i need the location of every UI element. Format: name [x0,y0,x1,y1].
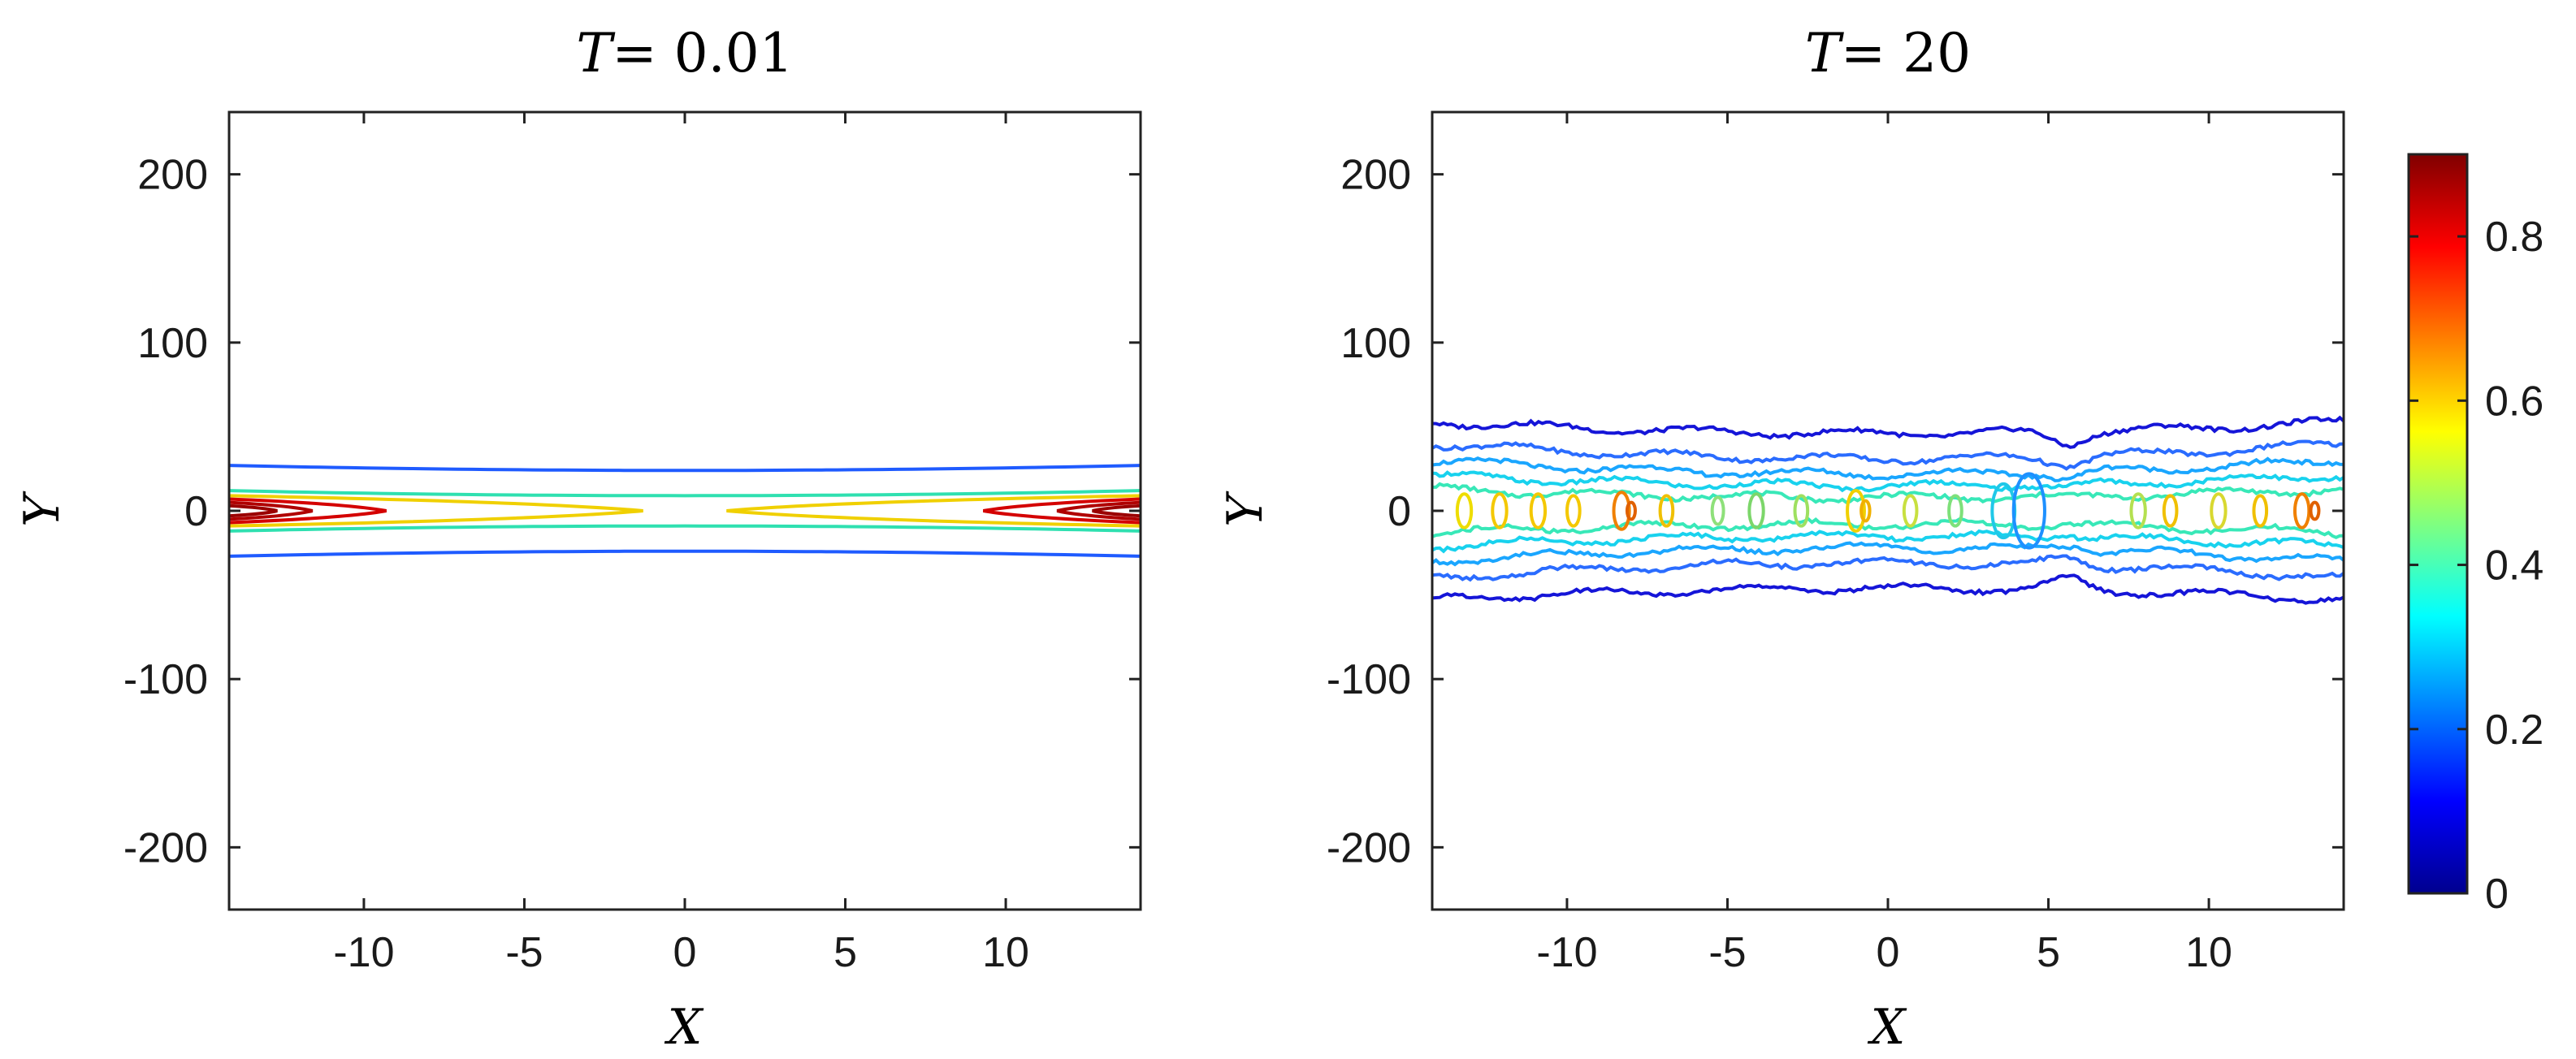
right-contour-blob [2309,500,2321,521]
right-ytick-label: -200 [1327,824,1411,871]
colorbar-gradient [2407,153,2469,895]
right-ytick-label: 0 [1388,488,1411,535]
left-contour-lower [229,549,1141,558]
left-contour-lobe [229,500,314,521]
right-contour-lower [1432,541,2344,567]
right-title: T= 20 [1805,22,1971,84]
left-contour-lobe [726,494,1141,528]
right-contour-lower [1432,573,2344,605]
right-ticks: -10 -5 0 5 10 -200 -100 0 100 200 [1327,112,2344,976]
left-axes-box [227,110,1142,911]
colorbar-ticks: 0 0.2 0.4 0.6 0.8 [2409,214,2544,918]
left-contour-lobe [983,497,1141,525]
left-contour-lobe [1092,504,1141,518]
right-contour-lower [1432,529,2344,554]
right-contour-blob [2210,492,2227,530]
right-contour-blob [1455,492,1474,530]
right-contour-lower [1432,554,2344,582]
right-xtick-label: 10 [2185,929,2232,976]
right-contour-blob [2162,494,2179,528]
right-contour-blob [2011,472,2046,550]
right-contour-upper [1432,456,2344,482]
right-plot-area [1432,415,2344,605]
left-ylabel: Y [14,491,71,527]
right-contour-lower [1432,517,2344,539]
right-contour-blob [1612,491,1631,531]
left-ytick-label: 200 [137,152,208,199]
colorbar: 0 0.2 0.4 0.6 0.8 [2407,153,2544,918]
right-contour-blob [1565,494,1582,528]
right-contour-upper [1432,470,2344,493]
left-xlabel: X [665,999,704,1056]
right-ytick-label: 200 [1340,152,1411,199]
left-ytick-label: -100 [123,656,208,703]
left-xtick-label: -10 [333,929,394,976]
right-contour-blob [1625,500,1637,521]
left-ytick-label: 0 [184,488,208,535]
right-contour-blob [2292,492,2311,530]
left-contour-lobe [229,497,387,525]
right-contour-blob [1902,494,1919,528]
left-ytick-label: -200 [123,824,208,871]
right-axes-box [1431,110,2345,911]
left-title: T= 0.01 [576,22,793,84]
colorbar-tick-label: 0.8 [2485,214,2544,261]
right-contour-upper [1432,415,2344,449]
left-contour-lower [229,524,1141,533]
right-contour-upper [1432,439,2344,471]
left-contour-lobe [229,494,643,528]
right-contour-blob [1491,492,1509,530]
right-contour-blob [1990,482,2017,540]
colorbar-tick-label: 0.2 [2485,707,2544,754]
right-contour-upper [1432,482,2344,504]
left-ytick-label: 100 [137,320,208,367]
right-contour-blob [2129,492,2147,530]
right-contour-blob [1793,494,1810,528]
left-panel: T= 0.01 -10 -5 0 5 10 -200 -100 0 100 200 X Y [14,22,1142,1056]
left-plot-area [229,464,1141,558]
right-xlabel: X [1868,999,1907,1056]
right-contour-blob [1947,494,1963,528]
right-ylabel: Y [1217,491,1274,527]
right-contour-blob [1859,499,1872,523]
right-contour-blob [1846,489,1866,533]
colorbar-tick-label: 0 [2485,871,2509,918]
colorbar-tick-label: 0.6 [2485,378,2544,425]
right-xtick-label: 5 [2037,929,2060,976]
left-xtick-label: 0 [673,929,697,976]
right-xtick-label: -5 [1708,929,1746,976]
left-xtick-label: -5 [505,929,543,976]
right-contour-blob [1747,492,1765,530]
right-contour-blob [1529,492,1548,530]
right-xtick-label: -10 [1536,929,1597,976]
left-ticks: -10 -5 0 5 10 -200 -100 0 100 200 [123,112,1141,976]
left-xtick-label: 5 [833,929,857,976]
colorbar-tick-label: 0.4 [2485,542,2544,590]
right-contour-blob [1710,495,1725,526]
right-ytick-label: 100 [1340,320,1411,367]
left-contour-upper [229,489,1141,498]
right-xtick-label: 0 [1877,929,1900,976]
right-panel: T= 20 -10 -5 0 5 10 -200 -100 0 100 200 X Y [1217,22,2345,1056]
right-contour-blob [2252,494,2269,528]
right-ytick-label: -100 [1327,656,1411,703]
right-contour-blob [1658,494,1675,528]
left-contour-upper [229,464,1141,473]
left-contour-lobe [1056,500,1141,521]
left-xtick-label: 10 [982,929,1029,976]
left-contour-lobe [229,504,278,518]
